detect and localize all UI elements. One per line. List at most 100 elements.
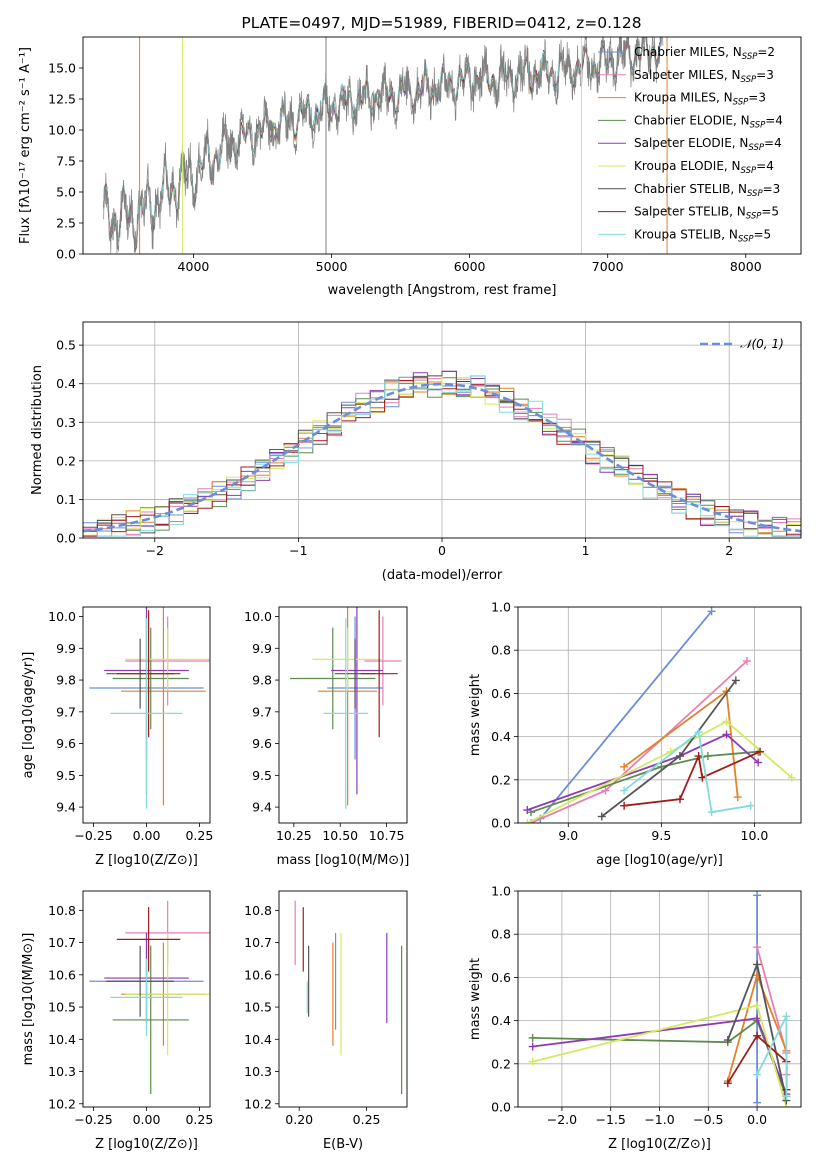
errorbar-cross	[125, 932, 210, 1056]
weight-marker	[707, 607, 716, 616]
weight-vs-Z-ylabel: mass weight	[468, 958, 483, 1040]
weight-vs-Z-xtick-label: −1.0	[644, 1112, 674, 1127]
weight-vs-Z-ytick-label: 1.0	[491, 884, 511, 899]
normal-curve	[83, 382, 801, 533]
age-vs-mass-xtick-label: 10.50	[322, 828, 358, 843]
weight-marker	[753, 1014, 762, 1023]
age-vs-mass-xtick-label: 10.25	[276, 828, 312, 843]
weight-marker	[753, 1031, 762, 1040]
weight-vs-Z-ytick-label: 0.6	[491, 970, 511, 985]
mass-vs-Z-xlabel: Z [log10(Z/Z⊙)]	[95, 1137, 198, 1152]
age-vs-Z-xlabel: Z [log10(Z/Z⊙)]	[95, 853, 198, 868]
age-vs-Z-xtick-label: 0.00	[133, 828, 161, 843]
weight-marker	[675, 795, 684, 804]
age-vs-Z-xtick-label: 0.25	[185, 828, 213, 843]
errorbar-cross	[323, 618, 369, 809]
weight-vs-age-xtick-label: 9.5	[651, 828, 671, 843]
mass-vs-Z-ytick-label: 10.4	[48, 1032, 76, 1047]
spectrum-frame	[82, 36, 802, 255]
spectrum-ytick-label: 7.5	[56, 154, 76, 169]
weight-marker	[620, 762, 629, 771]
weight-marker	[787, 773, 796, 782]
age-vs-Z-plot-area	[89, 607, 210, 809]
spectrum-model-line	[103, 37, 661, 251]
weight-vs-Z-xlabel: Z [log10(Z/Z⊙)]	[608, 1137, 711, 1152]
weight-vs-age-xlabel: age [log10(age/yr)]	[596, 853, 723, 868]
legend-entry: Salpeter STELIB, NSSP=5	[634, 205, 779, 222]
legend-entry: Chabrier STELIB, NSSP=3	[634, 182, 780, 199]
errorbar-cross	[110, 958, 183, 1037]
errorbar-cross	[110, 618, 183, 809]
weight-line	[623, 689, 739, 798]
weight-marker	[523, 806, 532, 815]
legend-entry: Chabrier ELODIE, NSSP=4	[634, 113, 783, 130]
residuals-xtick-label: −1	[289, 543, 307, 558]
weight-marker	[746, 801, 755, 810]
weight-marker	[675, 752, 684, 761]
legend-entry: Kroupa MILES, NSSP=3	[634, 91, 766, 108]
weight-marker	[620, 786, 629, 795]
mass-vs-Z-ytick-label: 10.2	[48, 1096, 76, 1111]
weight-marker	[601, 786, 610, 795]
errorbar-cross	[116, 610, 181, 738]
weight-vs-Z-xtick-label: 0.0	[747, 1112, 767, 1127]
figure-title: PLATE=0497, MJD=51989, FIBERID=0412, z=0…	[241, 14, 641, 32]
weight-marker	[753, 1070, 762, 1079]
weight-marker	[528, 1042, 537, 1051]
mass-vs-Z-ticks: −0.25 0.00 0.25 10.2 10.3 10.4 10.5 10.6 10.7 10.…	[48, 903, 213, 1127]
spectrum-ytick-label: 0.0	[56, 247, 76, 262]
weight-vs-Z-xtick-label: −1.5	[596, 1112, 626, 1127]
weight-vs-age-ytick-label: 0.0	[491, 816, 511, 831]
weight-vs-Z-xtick-label: −2.0	[547, 1112, 577, 1127]
mass-vs-EBV-ytick-label: 10.2	[244, 1096, 272, 1111]
weight-vs-Z-ytick-label: 0.4	[491, 1013, 511, 1028]
weight-marker	[597, 812, 606, 821]
age-vs-mass-axes: 10.25 10.50 10.75 9.4 9.5 9.6 9.7 9.8 9.9 10.0 mas…	[244, 606, 409, 868]
weight-marker	[694, 728, 703, 737]
weight-marker	[743, 657, 752, 665]
weight-line	[526, 733, 759, 811]
spectrum-xlabel: wavelength [Angstrom, rest frame]	[328, 283, 557, 298]
weight-marker	[620, 801, 629, 810]
errorbar-cross	[125, 627, 210, 692]
weight-vs-age-ytick-label: 0.6	[491, 686, 511, 701]
legend-entry: Salpeter MILES, NSSP=3	[634, 68, 774, 85]
spectrum-xtick-label: 6000	[454, 259, 486, 274]
weight-marker	[528, 1057, 537, 1066]
spectrum-ticks: 4000 5000 6000 7000 8000 0.0 2.5 5.0 7.5 10.0 12.5…	[48, 61, 762, 275]
mass-vs-EBV-frame	[278, 890, 408, 1108]
mass-vs-Z-ylabel: mass [log10(M/M⊙)]	[21, 933, 36, 1066]
residuals-frame	[82, 321, 802, 539]
weight-line	[601, 679, 737, 818]
weight-marker	[756, 747, 765, 756]
weight-vs-Z-axes: −2.0 −1.5 −1.0 −0.5 0.0 0.0 0.2 0.4 0.6 0.8 1.0 Z […	[468, 884, 802, 1152]
weight-vs-age-xtick-label: 10.0	[741, 828, 769, 843]
weight-vs-age-frame	[517, 606, 802, 824]
age-vs-mass-xtick-label: 10.75	[369, 828, 405, 843]
mass-vs-Z-axes: −0.25 0.00 0.25 10.2 10.3 10.4 10.5 10.6 10.7 10.…	[21, 890, 213, 1152]
residuals-legend: 𝒩(0, 1)	[700, 337, 784, 351]
residuals-xtick-label: 1	[582, 543, 590, 558]
weight-marker	[528, 1033, 537, 1042]
spectrum-model-line	[103, 37, 661, 250]
spectrum-xtick-label: 5000	[316, 259, 348, 274]
errorbar-cross	[330, 607, 383, 795]
legend-entry: Salpeter ELODIE, NSSP=4	[634, 136, 782, 153]
mass-vs-EBV-ytick-label: 10.8	[244, 903, 272, 918]
spectrum-ytick-label: 2.5	[56, 216, 76, 231]
age-vs-mass-ytick-label: 9.9	[252, 641, 272, 656]
age-vs-mass-plot-area	[290, 607, 402, 809]
residuals-ytick-label: 0.3	[56, 415, 76, 430]
weight-vs-Z-ytick-label: 0.2	[491, 1056, 511, 1071]
residuals-xtick-label: −2	[146, 543, 164, 558]
mass-vs-EBV-axes: 0.20 0.25 10.2 10.3 10.4 10.5 10.6 10.7 10.8 E(B-…	[244, 890, 408, 1152]
mass-vs-Z-xtick-label: −0.25	[74, 1112, 112, 1127]
weight-marker	[782, 1012, 791, 1021]
mass-vs-Z-xtick-label: 0.00	[133, 1112, 161, 1127]
age-vs-mass-ytick-label: 10.0	[244, 609, 272, 624]
age-vs-mass-ytick-label: 9.6	[252, 736, 272, 751]
age-vs-Z-frame	[82, 606, 211, 824]
age-vs-Z-axes: −0.25 0.00 0.25 9.4 9.5 9.6 9.7 9.8 9.9 10.0 Z [lo…	[21, 606, 213, 868]
spectrum-xtick-label: 7000	[592, 259, 624, 274]
